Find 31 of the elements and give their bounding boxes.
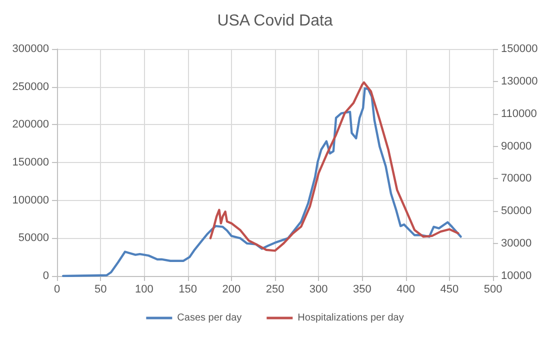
legend-label: Hospitalizations per day	[298, 312, 404, 324]
x-tick-label: 500	[484, 284, 502, 296]
x-tick-label: 100	[135, 284, 154, 296]
y-tick-label: 250000	[12, 80, 49, 93]
y-tick-label: 0	[42, 270, 49, 282]
legend-label: Cases per day	[177, 312, 242, 324]
x-tick-label: 250	[266, 284, 284, 296]
x-tick-label: 200	[222, 284, 241, 296]
line-series	[209, 81, 460, 252]
x-tick-label: 300	[309, 284, 328, 296]
y-tick-label: 50000	[18, 232, 49, 244]
y2-tick-label: 110000	[501, 108, 537, 120]
x-tick-label: 50	[94, 284, 107, 296]
x-tick-label: 350	[353, 284, 372, 296]
y-tick-label: 150000	[12, 156, 49, 168]
y2-tick-label: 50000	[501, 205, 532, 218]
y-tick-label: 300000	[12, 43, 49, 55]
y2-tick-label: 10000	[501, 270, 532, 282]
chart-title: USA Covid Data	[217, 12, 333, 30]
y2-tick-label: 130000	[501, 75, 538, 88]
y2-tick-label: 150000	[501, 43, 538, 55]
x-tick-label: 400	[396, 284, 415, 296]
x-tick-label: 150	[178, 284, 197, 296]
x-tick-label: 0	[54, 284, 60, 296]
y-tick-label: 200000	[12, 118, 49, 131]
y2-tick-label: 70000	[501, 172, 532, 185]
x-tick-label: 450	[440, 284, 459, 296]
y-tick-label: 100000	[12, 194, 49, 206]
line-series	[62, 87, 462, 278]
y2-tick-label: 30000	[501, 238, 532, 250]
y2-tick-label: 90000	[501, 140, 532, 152]
